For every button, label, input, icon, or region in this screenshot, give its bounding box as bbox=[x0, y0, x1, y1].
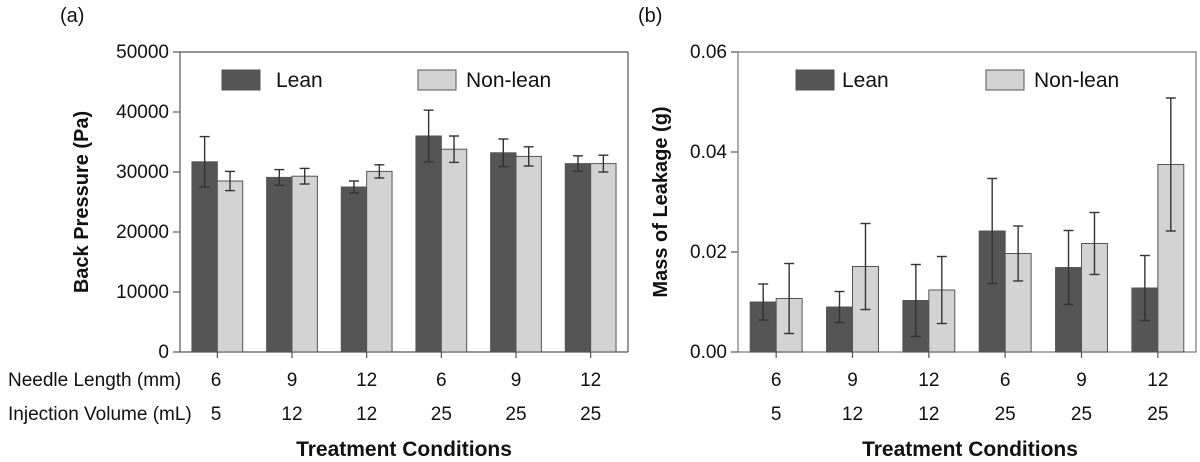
needle-length-label: 12 bbox=[1147, 370, 1168, 391]
panel-b-xlabel: Treatment Conditions bbox=[862, 438, 1078, 461]
injection-volume-label: 12 bbox=[842, 404, 863, 425]
y-tick-label: 50000 bbox=[116, 42, 169, 63]
injection-volume-label: 12 bbox=[281, 404, 302, 425]
lean-bar bbox=[266, 176, 293, 353]
panel-a-plot: 0 10000 20000 30000 40000 50000 6 5 9 12 12 12 6 25 9 2… bbox=[116, 42, 629, 425]
injection-volume-label: 25 bbox=[431, 404, 452, 425]
legend-label: Non-lean bbox=[466, 69, 551, 92]
y-tick-label: 0.02 bbox=[690, 242, 727, 263]
needle-length-label: 9 bbox=[287, 370, 298, 391]
injection-volume-label: 25 bbox=[1147, 404, 1168, 425]
panel-a-label: (a) bbox=[60, 5, 84, 27]
y-tick-label: 0.04 bbox=[690, 142, 727, 163]
y-tick-label: 0.00 bbox=[690, 342, 727, 363]
y-tick-label: 30000 bbox=[116, 162, 169, 183]
injection-volume-label: 25 bbox=[580, 404, 601, 425]
injection-volume-label: 12 bbox=[356, 404, 377, 425]
legend-label: Lean bbox=[276, 69, 323, 92]
needle-length-label: 6 bbox=[1000, 370, 1011, 391]
needle-length-label: 6 bbox=[436, 370, 447, 391]
needle-length-label: 9 bbox=[1076, 370, 1087, 391]
non-lean-bar bbox=[366, 170, 393, 353]
y-tick-label: 40000 bbox=[116, 102, 169, 123]
needle-length-label: 6 bbox=[211, 370, 222, 391]
injection-volume-label: 12 bbox=[918, 404, 939, 425]
panel-a-xlabel: Treatment Conditions bbox=[296, 438, 512, 461]
injection-volume-label: 5 bbox=[771, 404, 782, 425]
panel-b-plot: 0.00 0.02 0.04 0.06 6 5 9 12 12 12 6 25 9 25 12 25 Lean N… bbox=[690, 42, 1197, 425]
injection-volume-label: 25 bbox=[995, 404, 1016, 425]
injection-volume-row-label: Injection Volume (mL) bbox=[8, 404, 192, 425]
needle-length-label: 6 bbox=[771, 370, 782, 391]
panel-a-ylabel: Back Pressure (Pa) bbox=[71, 111, 93, 293]
needle-length-label: 9 bbox=[511, 370, 522, 391]
needle-length-row-label: Needle Length (mm) bbox=[8, 370, 181, 391]
non-lean-bar bbox=[440, 148, 468, 353]
legend-label: Non-lean bbox=[1034, 69, 1119, 92]
lean-bar bbox=[490, 152, 517, 353]
lean-bar bbox=[191, 161, 218, 353]
non-lean-bar bbox=[291, 175, 318, 353]
needle-length-label: 12 bbox=[580, 370, 601, 391]
lean-bar bbox=[564, 163, 592, 353]
lean-bar bbox=[415, 135, 442, 353]
needle-length-label: 12 bbox=[918, 370, 939, 391]
non-lean-bar bbox=[216, 180, 244, 353]
y-tick-label: 20000 bbox=[116, 222, 169, 243]
panel-b-ylabel: Mass of Leakage (g) bbox=[650, 106, 672, 297]
legend-label: Lean bbox=[842, 69, 889, 92]
injection-volume-label: 25 bbox=[505, 404, 526, 425]
y-tick-label: 0 bbox=[158, 342, 169, 363]
legend-swatch bbox=[985, 69, 1025, 91]
needle-length-label: 9 bbox=[847, 370, 858, 391]
plot-frame bbox=[737, 51, 1197, 353]
y-tick-label: 0.06 bbox=[690, 42, 727, 63]
non-lean-bar bbox=[590, 163, 617, 353]
non-lean-bar bbox=[515, 155, 542, 353]
panel-b-label: (b) bbox=[638, 5, 662, 27]
legend-swatch bbox=[417, 69, 457, 91]
y-tick-label: 10000 bbox=[116, 282, 169, 303]
legend-swatch bbox=[795, 69, 835, 91]
legend-swatch bbox=[221, 69, 261, 91]
lean-bar bbox=[340, 186, 368, 353]
needle-length-label: 12 bbox=[356, 370, 377, 391]
injection-volume-label: 25 bbox=[1071, 404, 1092, 425]
injection-volume-label: 5 bbox=[211, 404, 222, 425]
